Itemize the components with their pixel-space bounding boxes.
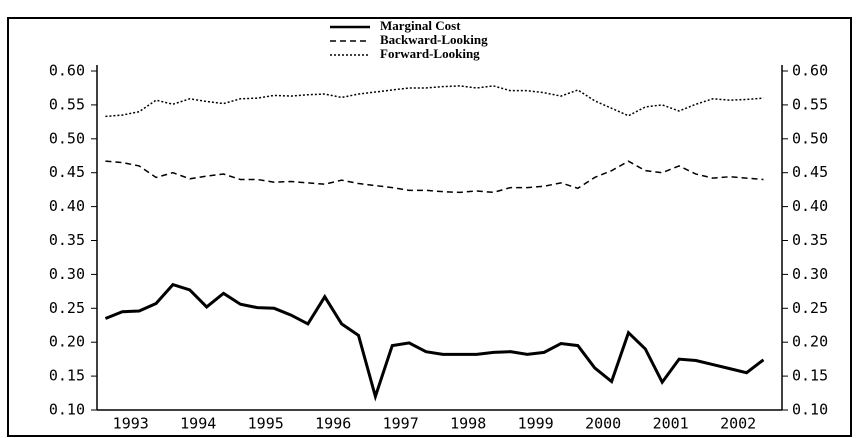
series-line xyxy=(105,85,764,118)
x-tick-label: 1999 xyxy=(518,415,554,433)
legend-label: Forward-Looking xyxy=(380,46,480,61)
legend-label: Marginal Cost xyxy=(380,18,461,33)
y-tick-label: 0.40 xyxy=(49,197,85,215)
outer-frame xyxy=(7,17,852,437)
x-tick-label: 2000 xyxy=(585,415,621,433)
y2-tick-label: 0.60 xyxy=(792,62,828,80)
x-tick-label: 1996 xyxy=(315,415,351,433)
x-tick-label: 1993 xyxy=(113,415,149,433)
y-tick-label: 0.60 xyxy=(49,62,85,80)
x-tick-label: 1994 xyxy=(180,415,216,433)
series-line xyxy=(105,160,764,194)
series-line xyxy=(104,282,765,402)
y-tick-label: 0.15 xyxy=(49,367,85,385)
y-tick-label: 0.55 xyxy=(49,95,85,113)
x-tick-label: 1998 xyxy=(450,415,486,433)
x-tick-label: 2001 xyxy=(653,415,689,433)
y2-tick-label: 0.30 xyxy=(792,265,828,283)
y-tick-label: 0.35 xyxy=(49,231,85,249)
y2-tick-label: 0.10 xyxy=(792,401,828,419)
y2-tick-label: 0.20 xyxy=(792,333,828,351)
x-tick-label: 1997 xyxy=(383,415,419,433)
y2-tick-label: 0.35 xyxy=(792,231,828,249)
legend-label: Backward-Looking xyxy=(380,32,488,47)
y2-tick-label: 0.40 xyxy=(792,197,828,215)
y2-tick-label: 0.50 xyxy=(792,129,828,147)
x-tick-label: 1995 xyxy=(248,415,284,433)
y2-tick-label: 0.15 xyxy=(792,367,828,385)
y-tick-label: 0.45 xyxy=(49,163,85,181)
y2-tick-label: 0.45 xyxy=(792,163,828,181)
y-tick-label: 0.20 xyxy=(49,333,85,351)
x-tick-label: 2002 xyxy=(720,415,756,433)
y-tick-label: 0.10 xyxy=(49,401,85,419)
y-tick-label: 0.30 xyxy=(49,265,85,283)
y-tick-label: 0.50 xyxy=(49,129,85,147)
y2-tick-label: 0.55 xyxy=(792,95,828,113)
y-tick-label: 0.25 xyxy=(49,299,85,317)
y2-tick-label: 0.25 xyxy=(792,299,828,317)
